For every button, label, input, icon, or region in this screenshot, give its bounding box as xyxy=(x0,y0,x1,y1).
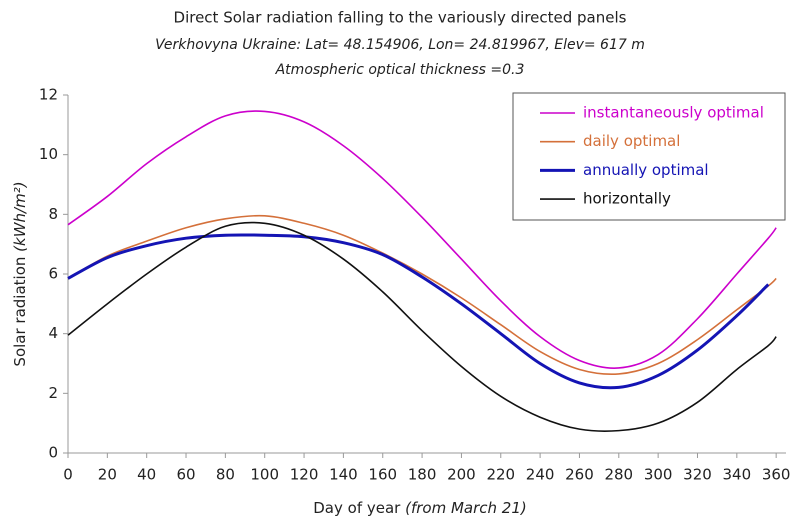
y-axis-label: Solar radiation (kWh/m²) xyxy=(11,181,29,366)
x-tick-label: 280 xyxy=(604,466,633,484)
x-tick-label: 320 xyxy=(683,466,712,484)
chart-subtitle: Atmospheric optical thickness =0.3 xyxy=(275,62,525,78)
y-tick-label: 6 xyxy=(48,265,58,283)
y-tick-label: 12 xyxy=(39,86,58,104)
x-tick-label: 160 xyxy=(368,466,397,484)
x-tick-label: 300 xyxy=(644,466,673,484)
chart-subtitle: Verkhovyna Ukraine: Lat= 48.154906, Lon=… xyxy=(155,37,645,53)
series-line xyxy=(67,233,770,390)
x-tick-label: 60 xyxy=(176,466,195,484)
y-tick-label: 10 xyxy=(39,145,58,163)
y-tick-label: 4 xyxy=(48,324,58,342)
legend-label: daily optimal xyxy=(583,132,680,150)
x-tick-label: 100 xyxy=(250,466,279,484)
x-tick-label: 240 xyxy=(526,466,555,484)
legend-label: horizontally xyxy=(583,190,671,208)
series-line xyxy=(67,221,777,432)
x-tick-label: 40 xyxy=(137,466,156,484)
x-tick-label: 120 xyxy=(290,466,319,484)
y-axis-label-text: Solar radiation xyxy=(11,252,29,367)
series-line xyxy=(67,214,777,375)
chart-title: Direct Solar radiation falling to the va… xyxy=(174,9,627,27)
x-tick-label: 0 xyxy=(63,466,73,484)
y-tick-label: 0 xyxy=(48,444,58,462)
x-axis-label-note: (from March 21) xyxy=(405,499,527,517)
legend-label: annually optimal xyxy=(583,161,709,179)
series-line xyxy=(67,110,777,369)
x-tick-label: 340 xyxy=(723,466,752,484)
y-tick-label: 2 xyxy=(48,384,58,402)
y-tick-label: 8 xyxy=(48,205,58,223)
x-tick-label: 360 xyxy=(762,466,791,484)
x-tick-label: 180 xyxy=(408,466,437,484)
x-tick-label: 260 xyxy=(565,466,594,484)
x-tick-label: 140 xyxy=(329,466,358,484)
x-tick-label: 200 xyxy=(447,466,476,484)
x-tick-label: 20 xyxy=(98,466,117,484)
x-axis-label: Day of year (from March 21) xyxy=(313,499,526,517)
x-tick-label: 220 xyxy=(486,466,515,484)
x-axis-label-text: Day of year xyxy=(313,499,405,517)
y-axis-label-units: (kWh/m²) xyxy=(11,181,29,251)
x-tick-label: 80 xyxy=(216,466,235,484)
legend-label: instantaneously optimal xyxy=(583,104,764,122)
